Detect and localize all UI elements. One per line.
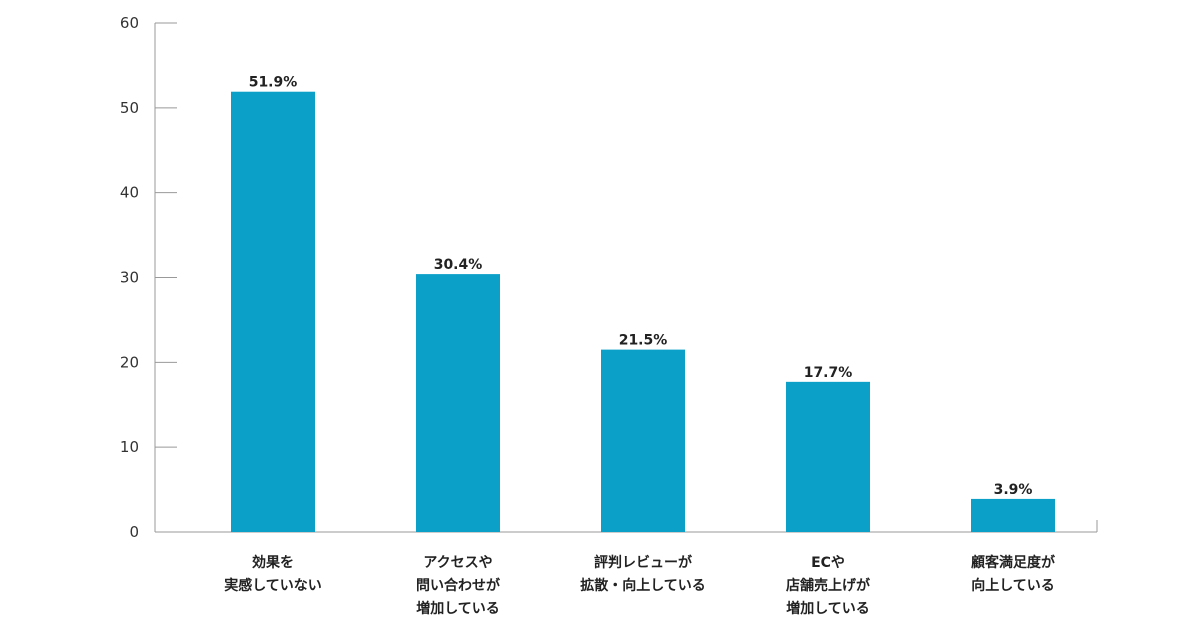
- bar-value-label: 17.7%: [804, 365, 853, 381]
- y-tick-label: 40: [120, 184, 139, 202]
- y-tick-label: 60: [120, 14, 139, 32]
- bar: [231, 91, 315, 532]
- x-category-label: 効果を: [252, 554, 294, 571]
- y-axis-ticks: 0 10 20 30 40 50 60: [120, 14, 177, 541]
- bar: [601, 349, 685, 532]
- bars: [231, 91, 1055, 532]
- y-tick-label: 0: [129, 523, 139, 541]
- bar: [786, 381, 870, 532]
- y-tick-label: 50: [120, 99, 139, 117]
- x-category-label: 店舗売上げが: [786, 577, 871, 594]
- value-labels: 51.9% 30.4% 21.5% 17.7% 3.9%: [249, 75, 1033, 498]
- x-category-label: 増加している: [786, 600, 870, 617]
- x-category-label: 向上している: [971, 577, 1055, 594]
- bar-value-label: 21.5%: [619, 333, 668, 349]
- x-category-label: 拡散・向上している: [580, 577, 706, 594]
- y-tick-label: 30: [120, 269, 139, 287]
- bar-value-label: 30.4%: [434, 257, 483, 273]
- x-category-label: 顧客満足度が: [971, 554, 1056, 571]
- x-category-label: 実感していない: [224, 577, 322, 594]
- x-category-label: 評判レビューが: [594, 554, 693, 571]
- x-category-label: ECや: [811, 555, 845, 571]
- bar-value-label: 51.9%: [249, 75, 298, 91]
- y-tick-label: 10: [120, 438, 139, 456]
- x-category-label: アクセスや: [423, 555, 492, 571]
- bar: [971, 498, 1055, 532]
- bar: [416, 274, 500, 532]
- x-category-label: 問い合わせが: [416, 577, 501, 594]
- bar-value-label: 3.9%: [994, 482, 1033, 498]
- y-tick-label: 20: [120, 353, 139, 371]
- category-labels: 効果を実感していないアクセスや問い合わせが増加している評判レビューが拡散・向上し…: [224, 554, 1056, 617]
- x-category-label: 増加している: [416, 600, 500, 617]
